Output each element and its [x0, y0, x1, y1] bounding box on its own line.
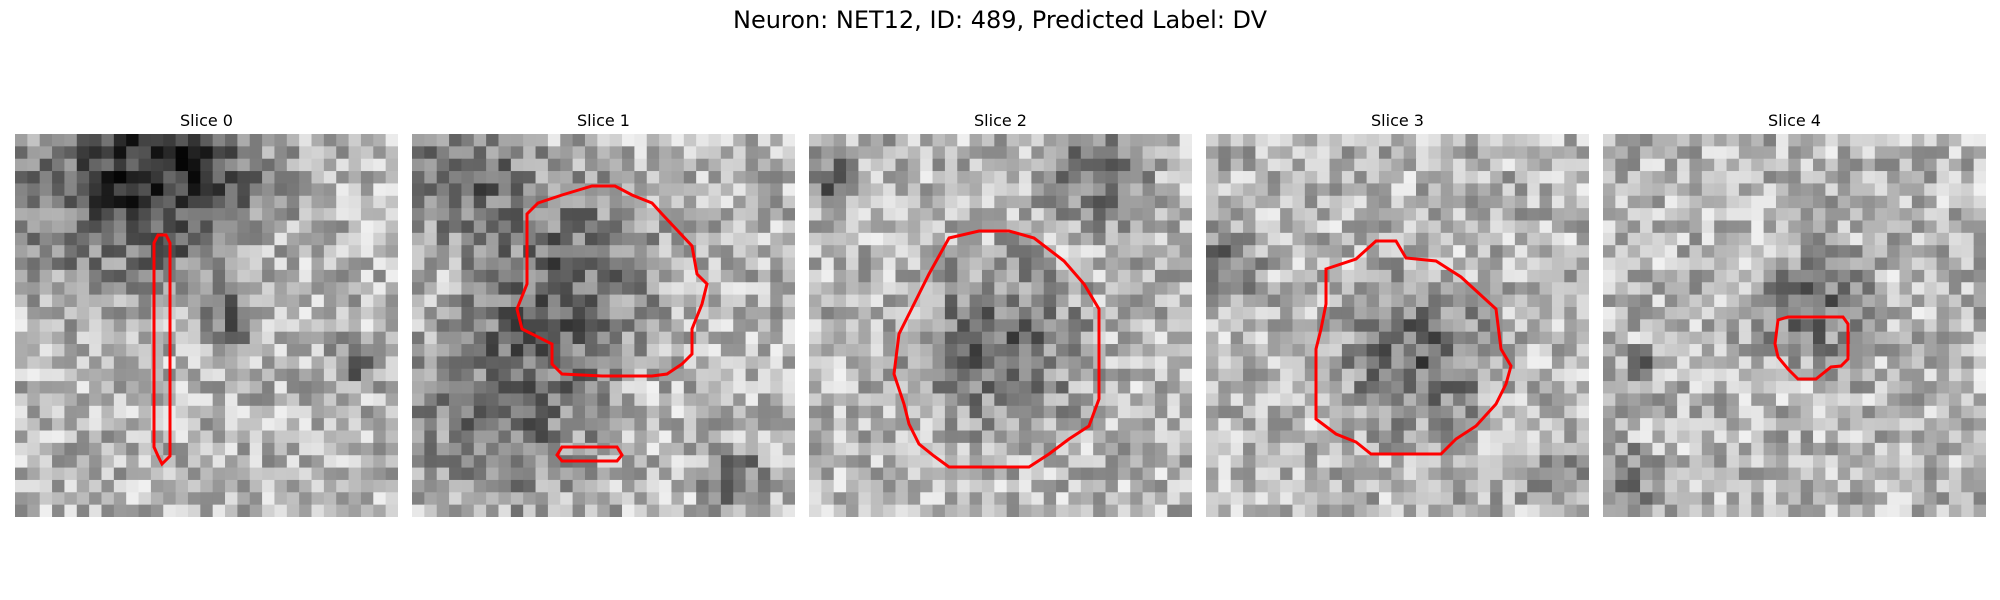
slice-4-title: Slice 4	[1768, 111, 1821, 130]
slice-3-contour	[1314, 239, 1513, 456]
slice-2-image	[809, 134, 1192, 517]
slice-1-contour-small	[555, 445, 624, 463]
slice-0-title: Slice 0	[180, 111, 233, 130]
slice-0-contour	[152, 233, 172, 467]
slice-2-title: Slice 2	[974, 111, 1027, 130]
slice-3-image	[1206, 134, 1589, 517]
slice-4-contour	[1773, 315, 1850, 381]
figure-title: Neuron: NET12, ID: 489, Predicted Label:…	[732, 6, 1268, 34]
slice-1-title: Slice 1	[577, 111, 630, 130]
slice-4-image	[1603, 134, 1986, 517]
slice-3-pixels	[1206, 134, 1589, 517]
slice-1-image	[412, 134, 795, 517]
slice-2-contour	[892, 229, 1101, 469]
slice-2-pixels	[809, 134, 1192, 517]
slice-0-image	[15, 134, 398, 517]
slice-3-title: Slice 3	[1371, 111, 1424, 130]
slice-0-pixels	[15, 134, 398, 517]
slice-4-pixels	[1603, 134, 1986, 517]
slice-1-pixels	[412, 134, 795, 517]
slice-1-contour	[515, 184, 709, 378]
